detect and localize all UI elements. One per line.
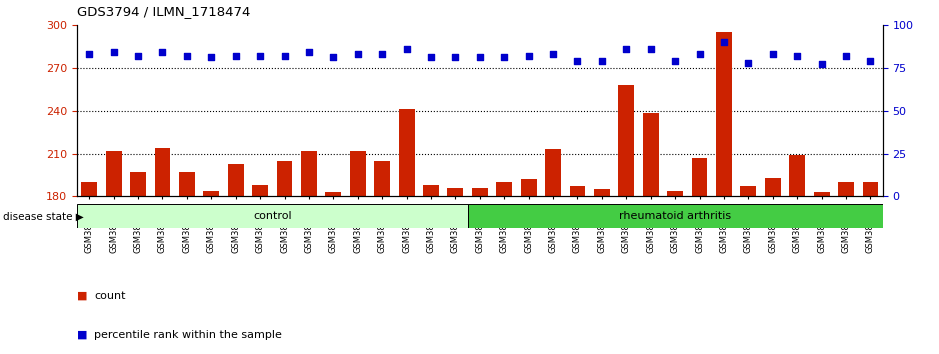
Bar	[643, 114, 658, 196]
Bar	[277, 161, 292, 196]
Bar	[423, 185, 439, 196]
Bar	[131, 172, 146, 196]
Point	[228, 53, 243, 58]
Bar	[863, 182, 878, 196]
Bar	[179, 172, 194, 196]
Point	[326, 55, 341, 60]
Bar	[326, 192, 341, 196]
Point	[546, 51, 561, 57]
Point	[497, 55, 512, 60]
Point	[863, 58, 878, 64]
Point	[204, 55, 219, 60]
Point	[643, 46, 658, 52]
Bar	[448, 188, 463, 196]
Bar	[350, 151, 365, 196]
Point	[448, 55, 463, 60]
Point	[594, 58, 609, 64]
Bar	[472, 188, 487, 196]
Bar	[765, 178, 780, 196]
Bar	[839, 182, 854, 196]
Point	[790, 53, 805, 58]
Point	[106, 50, 121, 55]
Point	[765, 51, 780, 57]
Bar	[619, 85, 634, 196]
Point	[814, 62, 829, 67]
Text: count: count	[94, 291, 126, 301]
Point	[350, 51, 365, 57]
Point	[423, 55, 439, 60]
Point	[741, 60, 756, 65]
Point	[692, 51, 707, 57]
Bar	[594, 189, 609, 196]
Point	[253, 53, 268, 58]
Bar	[301, 151, 316, 196]
Point	[301, 50, 316, 55]
Bar	[77, 204, 468, 228]
Point	[375, 51, 390, 57]
Bar	[155, 148, 170, 196]
Bar	[521, 179, 536, 196]
Bar	[668, 191, 683, 196]
Bar	[82, 182, 97, 196]
Text: disease state ▶: disease state ▶	[3, 211, 84, 221]
Point	[716, 39, 731, 45]
Bar	[546, 149, 561, 196]
Bar	[790, 155, 805, 196]
Point	[839, 53, 854, 58]
Point	[521, 53, 536, 58]
Point	[570, 58, 585, 64]
Text: GDS3794 / ILMN_1718474: GDS3794 / ILMN_1718474	[77, 5, 251, 18]
Point	[155, 50, 170, 55]
Bar	[228, 164, 243, 196]
Text: percentile rank within the sample: percentile rank within the sample	[94, 330, 282, 339]
Point	[399, 46, 414, 52]
Bar	[814, 192, 829, 196]
Text: ■: ■	[77, 291, 87, 301]
Point	[179, 53, 194, 58]
Bar	[741, 187, 756, 196]
Point	[277, 53, 292, 58]
Bar	[106, 151, 121, 196]
Point	[82, 51, 97, 57]
Point	[619, 46, 634, 52]
Bar	[497, 182, 512, 196]
Bar	[399, 109, 414, 196]
Bar	[253, 185, 268, 196]
Bar	[570, 187, 585, 196]
Text: control: control	[253, 211, 292, 221]
Point	[668, 58, 683, 64]
Bar	[716, 32, 731, 196]
Point	[131, 53, 146, 58]
Bar	[692, 158, 707, 196]
Point	[472, 55, 487, 60]
Text: ■: ■	[77, 330, 87, 339]
Bar	[375, 161, 390, 196]
Bar	[204, 191, 219, 196]
Text: rheumatoid arthritis: rheumatoid arthritis	[619, 211, 731, 221]
Bar	[468, 204, 883, 228]
